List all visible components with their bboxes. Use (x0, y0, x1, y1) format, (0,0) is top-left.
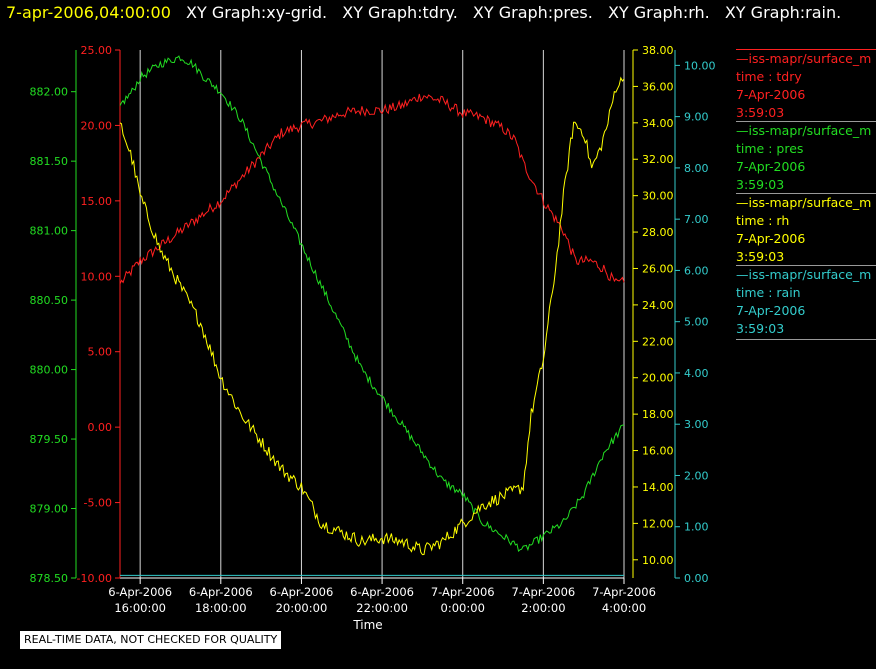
y-tick-label-rh: 12.00 (642, 517, 674, 530)
y-tick-label-rh: 28.00 (642, 226, 674, 239)
legend-date: 7-Apr-2006 (736, 231, 806, 246)
legend-date: 7-Apr-2006 (736, 159, 806, 174)
y-tick-label-rh: 24.00 (642, 299, 674, 312)
x-tick-label-date: 6-Apr-2006 (350, 585, 414, 599)
graph-title-pres[interactable]: XY Graph:pres. (472, 3, 593, 22)
y-tick-label-rain: 3.00 (684, 418, 709, 431)
header: 7-apr-2006,04:00:00 XY Graph:xy-grid. XY… (6, 3, 841, 25)
x-tick-label-date: 6-Apr-2006 (270, 585, 334, 599)
y-tick-label-rain: 1.00 (684, 521, 709, 534)
legend-time: 3:59:03 (736, 249, 785, 264)
x-tick-label-date: 6-Apr-2006 (189, 585, 253, 599)
x-tick-label-time: 0:00:00 (441, 601, 485, 615)
y-tick-label-rain: 6.00 (684, 264, 709, 277)
y-tick-label-rh: 26.00 (642, 262, 674, 275)
legend-variable: time : rain (736, 285, 801, 300)
legend-time: 3:59:03 (736, 105, 785, 120)
y-tick-label-rh: 10.00 (642, 554, 674, 567)
y-tick-label-rh: 32.00 (642, 153, 674, 166)
legend-source: —iss-mapr/surface_m (736, 267, 872, 282)
y-tick-label-rh: 34.00 (642, 117, 674, 130)
y-tick-label-rain: 8.00 (684, 162, 709, 175)
series-line-rh (119, 76, 625, 556)
series-line-tdry (119, 93, 625, 285)
y-tick-label-rh: 22.00 (642, 335, 674, 348)
y-tick-label-rh: 18.00 (642, 408, 674, 421)
y-tick-label-pres: 879.00 (30, 503, 69, 516)
y-tick-label-pres: 879.50 (30, 433, 69, 446)
y-tick-label-tdry: -10.00 (77, 572, 112, 585)
y-tick-label-tdry: 15.00 (81, 195, 113, 208)
timestamp: 7-apr-2006,04:00:00 (6, 3, 171, 22)
y-tick-label-tdry: 20.00 (81, 119, 113, 132)
graph-title-tdry[interactable]: XY Graph:tdry. (342, 3, 458, 22)
legend-variable: time : tdry (736, 69, 802, 84)
x-tick-label-date: 7-Apr-2006 (431, 585, 495, 599)
x-tick-label-time: 22:00:00 (356, 601, 408, 615)
legend-time: 3:59:03 (736, 321, 785, 336)
x-tick-label-time: 16:00:00 (114, 601, 166, 615)
x-tick-label-time: 2:00:00 (521, 601, 565, 615)
y-tick-label-tdry: 25.00 (81, 44, 113, 57)
y-tick-label-rh: 16.00 (642, 445, 674, 458)
legend-source: —iss-mapr/surface_m (736, 123, 872, 138)
y-tick-label-tdry: 10.00 (81, 270, 113, 283)
y-tick-label-rain: 0.00 (684, 572, 709, 585)
x-tick-label-time: 18:00:00 (195, 601, 247, 615)
quality-disclaimer: REAL-TIME DATA, NOT CHECKED FOR QUALITY (20, 631, 282, 649)
x-axis-label: Time (352, 618, 382, 632)
y-tick-label-rain: 10.00 (684, 59, 716, 72)
y-tick-label-rh: 30.00 (642, 190, 674, 203)
legend-variable: time : rh (736, 213, 790, 228)
y-tick-label-tdry: 5.00 (88, 346, 113, 359)
legend-date: 7-Apr-2006 (736, 303, 806, 318)
y-tick-label-pres: 880.50 (30, 294, 69, 307)
x-tick-label-date: 7-Apr-2006 (511, 585, 575, 599)
legend-source: —iss-mapr/surface_m (736, 51, 872, 66)
graph-title-xy-grid[interactable]: XY Graph:xy-grid. (186, 3, 328, 22)
x-tick-label-date: 6-Apr-2006 (108, 585, 172, 599)
legend-rh[interactable]: —iss-mapr/surface_m time : rh 7-Apr-2006… (736, 193, 876, 266)
y-tick-label-rh: 14.00 (642, 481, 674, 494)
y-tick-label-rh: 36.00 (642, 80, 674, 93)
y-tick-label-pres: 880.00 (30, 364, 69, 377)
series-line-pres (119, 55, 625, 553)
y-tick-label-rain: 2.00 (684, 469, 709, 482)
legend-date: 7-Apr-2006 (736, 87, 806, 102)
y-tick-label-pres: 881.50 (30, 155, 69, 168)
y-tick-label-tdry: -5.00 (84, 497, 112, 510)
y-tick-label-pres: 878.50 (30, 572, 69, 585)
y-tick-label-pres: 881.00 (30, 225, 69, 238)
x-tick-label-time: 20:00:00 (276, 601, 328, 615)
graph-title-rh[interactable]: XY Graph:rh. (607, 3, 710, 22)
y-tick-label-rain: 9.00 (684, 111, 709, 124)
legend-tdry[interactable]: —iss-mapr/surface_m time : tdry 7-Apr-20… (736, 49, 876, 122)
y-tick-label-rain: 5.00 (684, 316, 709, 329)
y-tick-label-rain: 7.00 (684, 213, 709, 226)
y-tick-label-tdry: 0.00 (88, 421, 113, 434)
legend-divider (736, 49, 876, 50)
y-tick-label-pres: 882.00 (30, 86, 69, 99)
y-tick-label-rh: 38.00 (642, 44, 674, 57)
legend-divider (736, 339, 876, 340)
y-tick-label-rain: 4.00 (684, 367, 709, 380)
legend-source: —iss-mapr/surface_m (736, 195, 872, 210)
legend-divider (736, 193, 876, 194)
legend-divider (736, 265, 876, 266)
x-tick-label-date: 7-Apr-2006 (592, 585, 656, 599)
graph-title-rain[interactable]: XY Graph:rain. (724, 3, 842, 22)
legend-rain[interactable]: —iss-mapr/surface_m time : rain 7-Apr-20… (736, 265, 876, 340)
legend-variable: time : pres (736, 141, 804, 156)
legend-time: 3:59:03 (736, 177, 785, 192)
y-tick-label-rh: 20.00 (642, 372, 674, 385)
x-tick-label-time: 4:00:00 (602, 601, 646, 615)
legend-divider (736, 121, 876, 122)
legend-pres[interactable]: —iss-mapr/surface_m time : pres 7-Apr-20… (736, 121, 876, 194)
